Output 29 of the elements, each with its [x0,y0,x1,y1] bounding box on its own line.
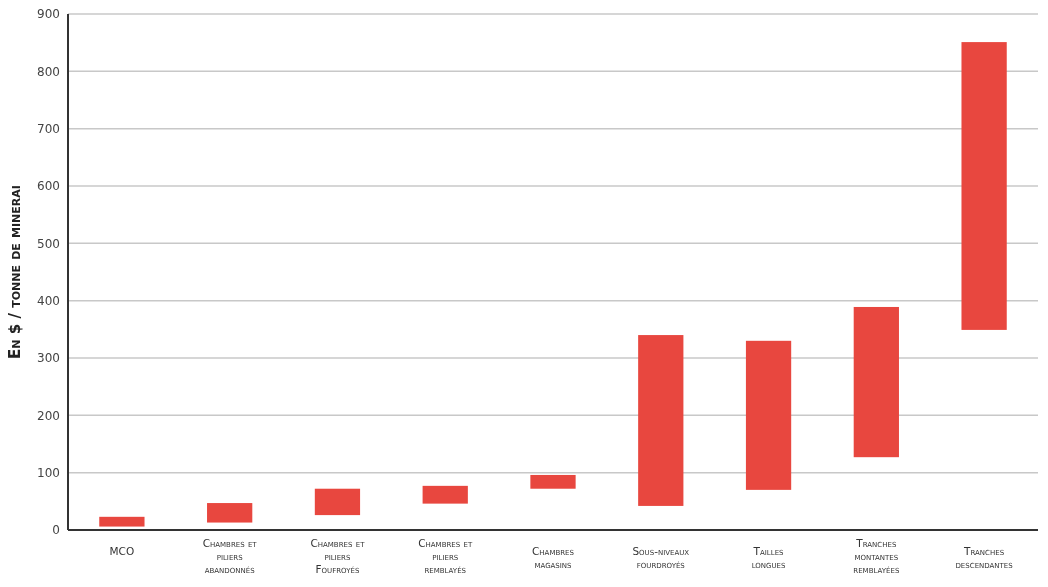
y-tick-label: 300 [37,351,60,366]
x-tick-label: MCO [109,545,135,557]
bar [638,335,684,506]
bar [745,340,792,490]
x-tick-label: Sous-niveaux fourdroyés [632,545,690,570]
y-tick-label: 0 [52,523,60,538]
bar [530,474,576,489]
x-tick-label: Chambres et piliers abandonnés [202,537,258,575]
x-tick-label: Chambres et piliers remblayés [418,537,473,575]
y-tick-label: 500 [37,236,60,251]
x-tick-label: Chambres magasins [532,545,575,570]
y-tick-label: 700 [37,121,60,136]
y-axis-title: En $ / tonne de minerai [6,185,24,359]
y-tick-label: 900 [37,7,60,22]
y-tick-label: 800 [37,64,60,79]
bar [99,516,145,527]
y-tick-label: 200 [37,408,60,423]
x-tick-label: Chambres et piliers Foufroyés [310,537,366,575]
bar [853,306,899,458]
x-tick-label: Tailles longues [751,545,787,570]
bar [961,42,1007,330]
y-tick-label: 600 [37,179,60,194]
x-tick-label: Tranches montantes remblayées [853,537,900,575]
bar [207,503,253,523]
y-tick-label: 100 [37,465,60,480]
x-tick-label: Tranches descendantes [955,545,1014,570]
bar [422,485,468,504]
bar [314,488,361,516]
y-tick-label: 400 [37,293,60,308]
